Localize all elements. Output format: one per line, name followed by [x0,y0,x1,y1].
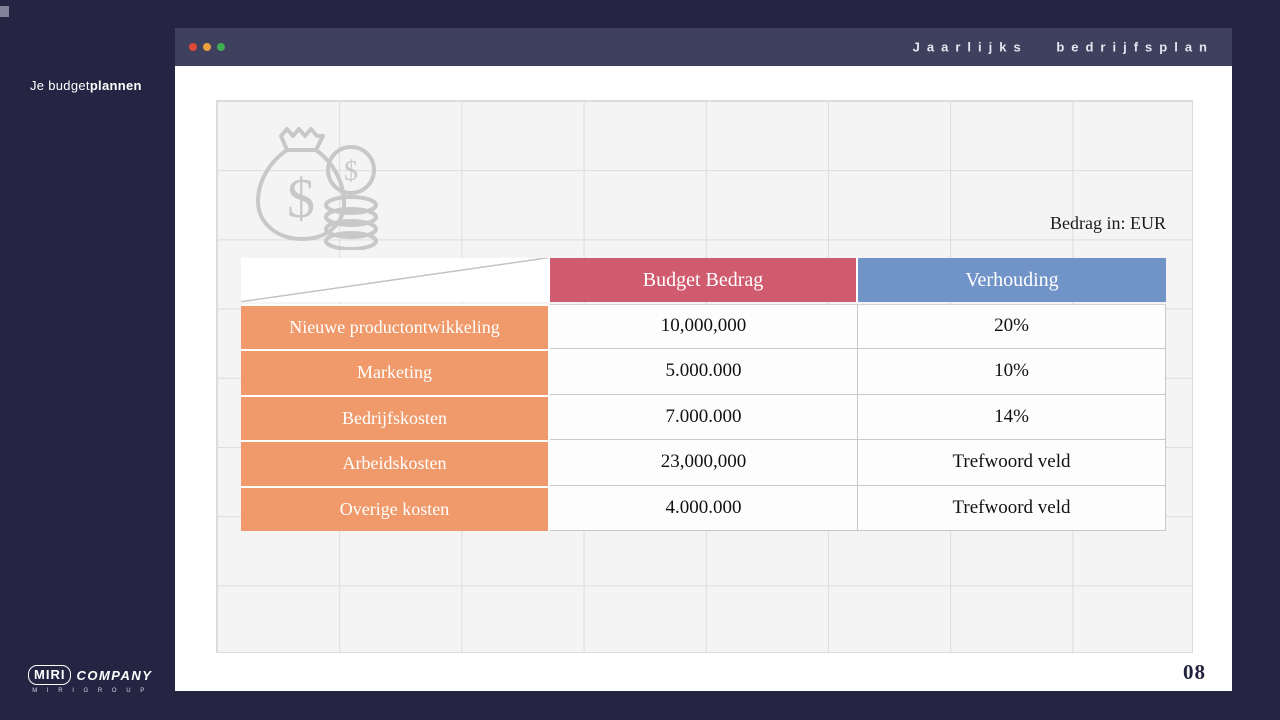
row-label: Arbeidskosten [241,440,550,486]
maximize-icon[interactable] [217,43,225,51]
company-logo: MIRI COMPANY M I R I G R O U P [28,665,152,694]
close-icon[interactable] [189,43,197,51]
logo-top: MIRI COMPANY [28,665,152,685]
svg-text:$: $ [344,156,358,187]
ratio-value: Trefwoord veld [858,485,1166,531]
table-corner-cell [241,258,550,302]
minimize-icon[interactable] [203,43,211,51]
ratio-value: 14% [858,394,1166,440]
budget-value: 10,000,000 [550,303,858,349]
row-label: Bedrijfskosten [241,394,550,440]
window-titlebar: Jaarlijks bedrijfsplan [175,28,1232,66]
ratio-value: 10% [858,349,1166,395]
currency-note: Bedrag in: EUR [1050,213,1166,233]
row-label: Nieuwe productontwikkeling [241,303,550,349]
logo-miri: MIRI [28,665,72,685]
window-title: Jaarlijks bedrijfsplan [912,39,1214,55]
logo-company: COMPANY [76,667,153,683]
money-bag-icon: $ $ [256,127,378,250]
row-label: Marketing [241,349,550,395]
brand-suffix: plannen [89,78,142,93]
budget-value: 7.000.000 [550,394,858,440]
column-header-budget: Budget Bedrag [550,258,858,302]
brand-prefix: Je budget [30,78,90,93]
window-card: Jaarlijks bedrijfsplan $ $ Bedrag in: EU… [175,28,1232,691]
budget-value: 23,000,000 [550,440,858,486]
sidebar-brand: Je budgetplannen [30,78,142,93]
ratio-value: 20% [858,303,1166,349]
column-header-verhouding: Verhouding [858,258,1166,302]
row-label: Overige kosten [241,485,550,531]
slide-content: $ $ Bedrag in: EUR Budget Bedrag Verhoud… [175,66,1232,691]
ratio-value: Trefwoord veld [858,440,1166,486]
budget-value: 4.000.000 [550,485,858,531]
corner-mark [0,6,9,17]
page-number: 08 [1183,660,1206,684]
svg-text:$: $ [287,168,315,230]
budget-table: Budget Bedrag Verhouding Nieuwe producto… [241,258,1166,531]
budget-value: 5.000.000 [550,349,858,395]
logo-group: M I R I G R O U P [32,688,149,694]
